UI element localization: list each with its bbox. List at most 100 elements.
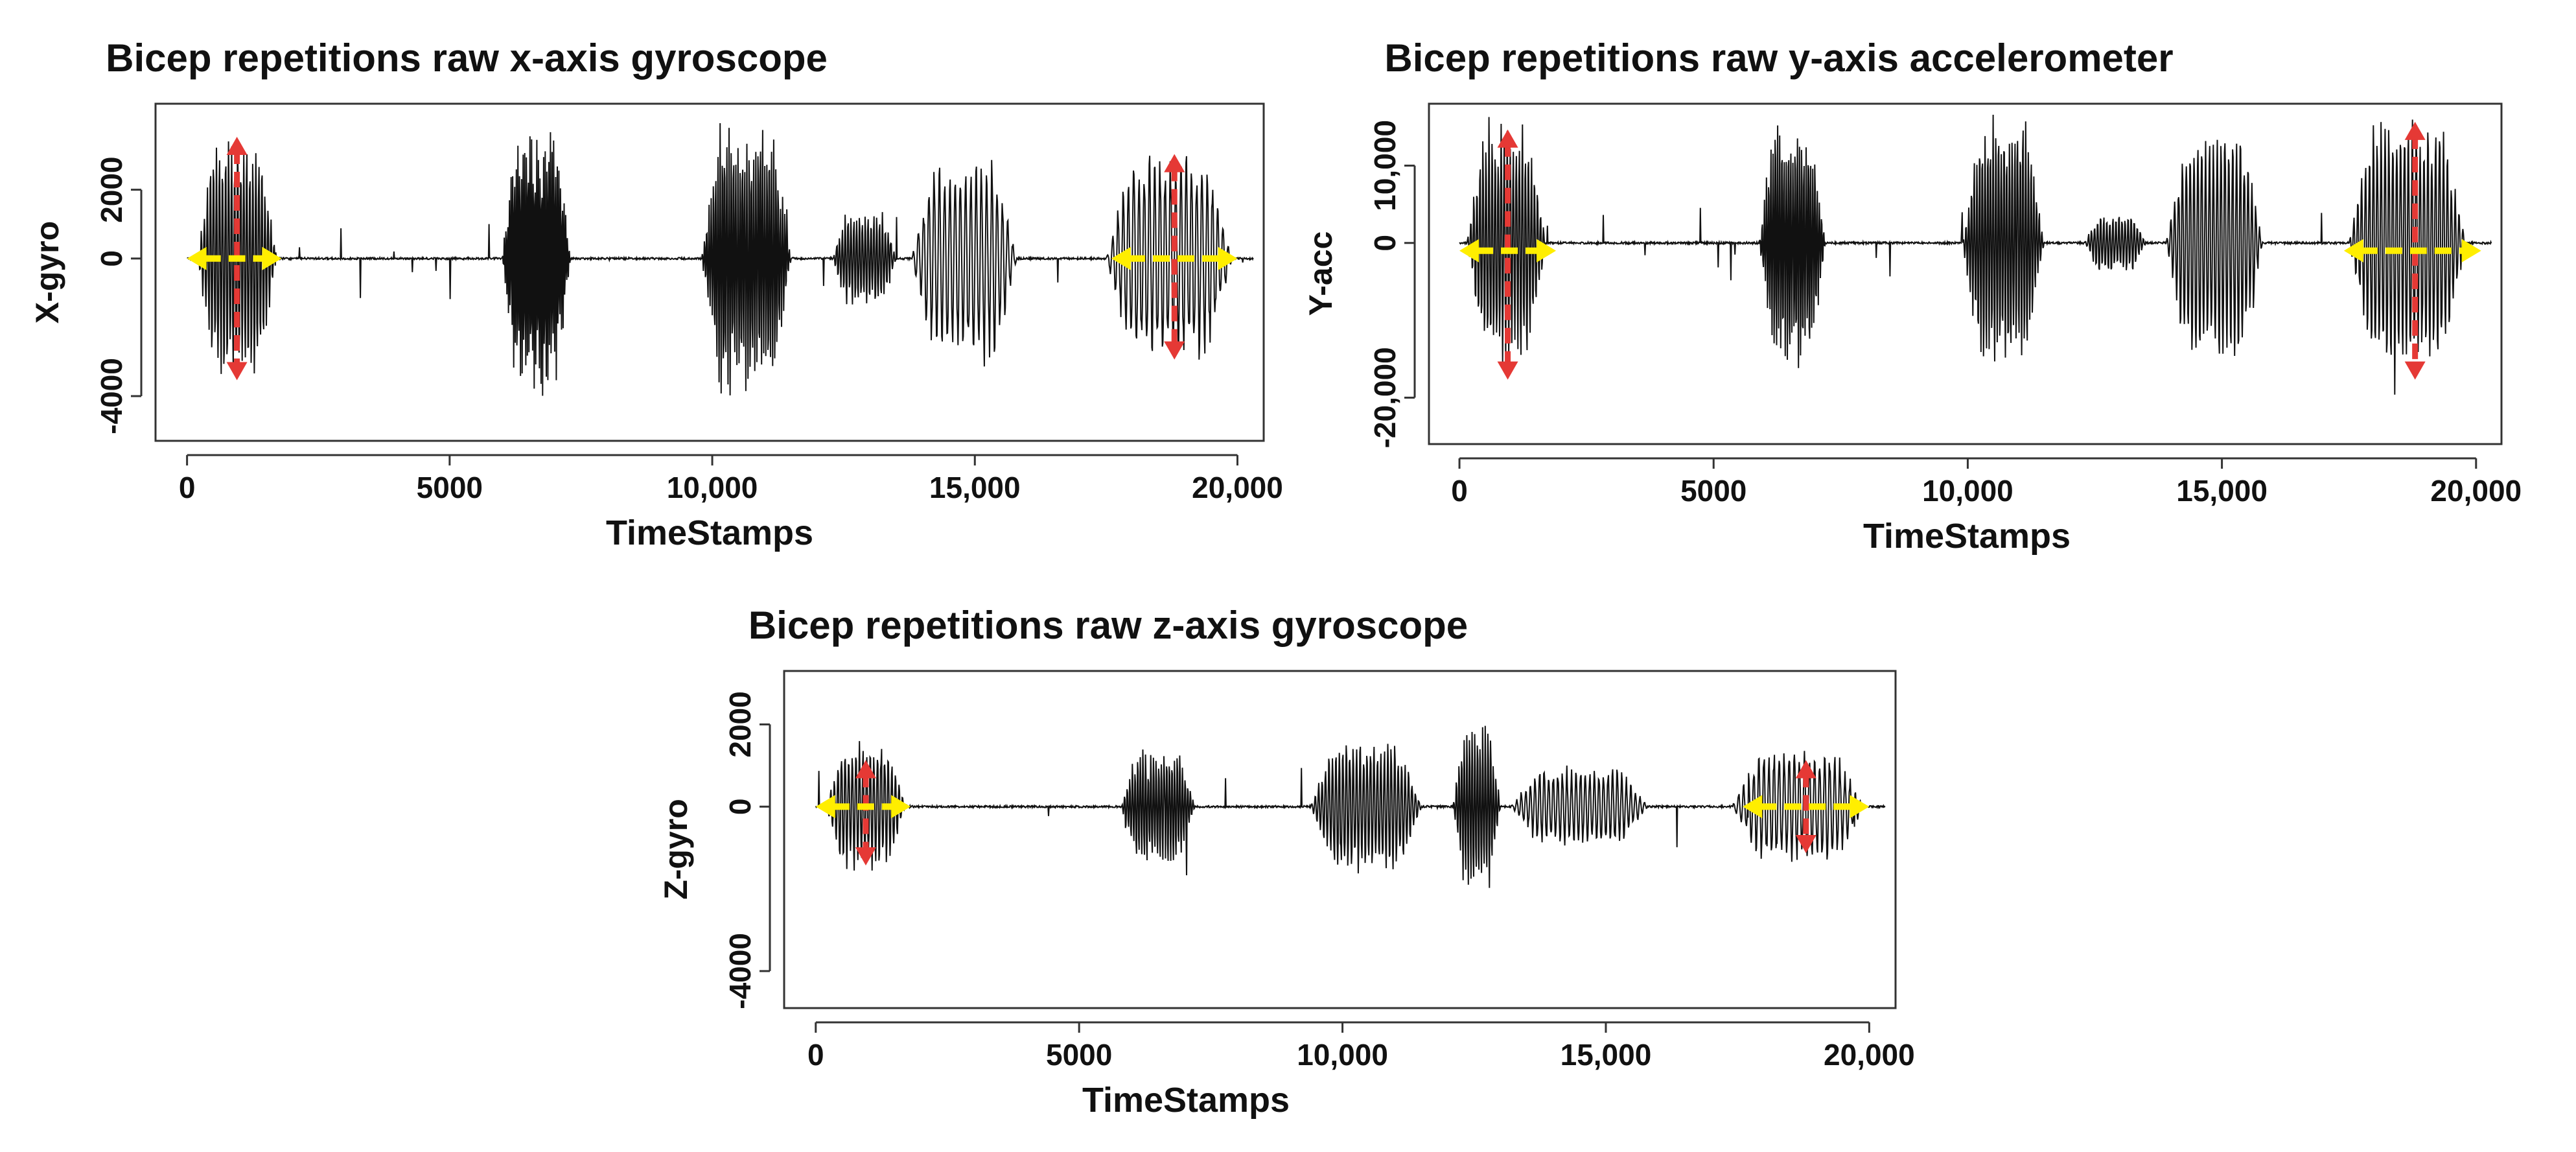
vertical-arrow-head-up bbox=[1795, 760, 1816, 779]
x-tick: 20,000 bbox=[1824, 1022, 1915, 1072]
chart-z-gyro: Bicep repetitions raw z-axis gyroscope 0… bbox=[658, 604, 1915, 1120]
x-tick-label: 5000 bbox=[1046, 1038, 1112, 1072]
y-tick-label: -4000 bbox=[723, 933, 757, 1009]
chart-title: Bicep repetitions raw x-axis gyroscope bbox=[106, 36, 828, 80]
x-tick: 10,000 bbox=[667, 455, 758, 504]
horizontal-arrow-head-left bbox=[1743, 795, 1763, 819]
vertical-arrow-head-down bbox=[2404, 361, 2426, 380]
x-tick: 15,000 bbox=[929, 455, 1021, 504]
chart-x-gyro: Bicep repetitions raw x-axis gyroscope 0… bbox=[29, 36, 1283, 552]
x-axis: 0 5000 10,000 15,000 20,000 TimeStamps bbox=[179, 454, 1283, 552]
x-tick-label: 0 bbox=[179, 471, 196, 504]
horizontal-arrow-head-left bbox=[815, 795, 835, 819]
plot-frame bbox=[1428, 102, 2503, 445]
y-tick: 0 bbox=[95, 250, 141, 267]
arrow-layer bbox=[1459, 121, 2481, 380]
y-tick: 10,000 bbox=[1368, 120, 1415, 211]
y-tick-label: 0 bbox=[95, 250, 128, 267]
y-tick: 2000 bbox=[723, 691, 770, 758]
x-tick: 0 bbox=[807, 1022, 824, 1072]
y-axis-label: Y-acc bbox=[1303, 231, 1339, 316]
x-tick-label: 20,000 bbox=[1824, 1038, 1915, 1072]
signal-trace bbox=[187, 123, 1254, 396]
x-tick: 5000 bbox=[1046, 1022, 1112, 1072]
vertical-arrow-head-up bbox=[1497, 129, 1518, 148]
vertical-arrow-head-down bbox=[1497, 361, 1518, 380]
x-axis-label: TimeStamps bbox=[1082, 1081, 1290, 1120]
x-tick-label: 5000 bbox=[1680, 474, 1746, 508]
vertical-arrow-head-up bbox=[226, 137, 248, 156]
x-tick: 0 bbox=[1451, 458, 1468, 508]
y-tick: -4000 bbox=[95, 358, 141, 434]
horizontal-arrow-head-right bbox=[2461, 239, 2481, 263]
x-tick-label: 10,000 bbox=[667, 471, 758, 504]
x-tick-label: 15,000 bbox=[929, 471, 1021, 504]
x-tick-label: 20,000 bbox=[2430, 474, 2522, 508]
vertical-arrow-head-down bbox=[855, 847, 876, 866]
x-tick: 5000 bbox=[417, 455, 483, 504]
chart-title: Bicep repetitions raw y-axis acceleromet… bbox=[1384, 36, 2173, 80]
y-tick-label: 0 bbox=[1368, 235, 1402, 252]
x-tick: 5000 bbox=[1680, 458, 1746, 508]
x-tick-label: 10,000 bbox=[1922, 474, 2013, 508]
y-tick-label: 2000 bbox=[95, 156, 128, 222]
signal-trace bbox=[815, 725, 1886, 888]
x-axis: 0 5000 10,000 15,000 20,000 TimeStamps bbox=[807, 1021, 1915, 1120]
x-tick-label: 15,000 bbox=[2176, 474, 2268, 508]
y-tick: 0 bbox=[1368, 235, 1415, 252]
y-tick: 0 bbox=[723, 798, 770, 815]
signal-trace bbox=[1459, 114, 2492, 395]
horizontal-arrow-head-right bbox=[262, 246, 282, 270]
x-tick-label: 5000 bbox=[417, 471, 483, 504]
x-tick: 0 bbox=[179, 455, 196, 504]
signal-layer bbox=[187, 123, 1254, 396]
y-axis: -4000 0 2000 X-gyro bbox=[29, 156, 143, 434]
x-tick-label: 15,000 bbox=[1561, 1038, 1652, 1072]
chart-y-acc: Bicep repetitions raw y-axis acceleromet… bbox=[1303, 36, 2522, 556]
y-axis: -20,000 0 10,000 Y-acc bbox=[1303, 120, 1416, 448]
x-tick: 15,000 bbox=[2176, 458, 2268, 508]
x-tick: 15,000 bbox=[1561, 1022, 1652, 1072]
signal-layer bbox=[815, 725, 1886, 888]
y-tick: 2000 bbox=[95, 156, 141, 223]
y-tick: -4000 bbox=[723, 933, 770, 1009]
y-tick: -20,000 bbox=[1368, 347, 1415, 448]
vertical-arrow-head-up bbox=[2404, 121, 2426, 140]
horizontal-arrow-head-left bbox=[2343, 239, 2363, 263]
x-tick: 10,000 bbox=[1297, 1022, 1388, 1072]
x-tick-label: 20,000 bbox=[1192, 471, 1283, 504]
chart-title: Bicep repetitions raw z-axis gyroscope bbox=[748, 604, 1468, 647]
vertical-arrow-head-up bbox=[855, 760, 876, 779]
vertical-arrow-head-down bbox=[1164, 341, 1185, 360]
x-tick: 10,000 bbox=[1922, 458, 2013, 508]
arrow-layer bbox=[187, 137, 1238, 381]
y-axis-label: Z-gyro bbox=[658, 799, 694, 900]
y-tick-label: -4000 bbox=[95, 358, 128, 434]
horizontal-arrow-head-left bbox=[1111, 246, 1131, 270]
vertical-arrow-head-up bbox=[1164, 154, 1185, 172]
x-axis-label: TimeStamps bbox=[1863, 517, 2071, 556]
horizontal-arrow-head-left bbox=[1459, 239, 1479, 263]
arrow-layer bbox=[815, 760, 1870, 866]
x-tick-label: 0 bbox=[1451, 474, 1468, 508]
horizontal-arrow-head-right bbox=[1850, 795, 1870, 819]
y-axis: -4000 0 2000 Z-gyro bbox=[658, 691, 771, 1009]
horizontal-arrow-head-right bbox=[891, 795, 911, 819]
horizontal-arrow-head-right bbox=[1537, 239, 1557, 263]
x-axis-label: TimeStamps bbox=[606, 513, 813, 552]
vertical-arrow-head-down bbox=[1795, 835, 1816, 854]
y-tick-label: 10,000 bbox=[1368, 120, 1402, 211]
vertical-arrow-head-down bbox=[226, 362, 248, 381]
x-tick-label: 0 bbox=[807, 1038, 824, 1072]
x-tick: 20,000 bbox=[2430, 458, 2522, 508]
x-tick: 20,000 bbox=[1192, 455, 1283, 504]
y-axis-label: X-gyro bbox=[29, 221, 65, 323]
signal-layer bbox=[1459, 114, 2492, 395]
x-axis: 0 5000 10,000 15,000 20,000 TimeStamps bbox=[1451, 457, 2522, 556]
y-tick-label: 0 bbox=[723, 798, 757, 815]
y-tick-label: -20,000 bbox=[1368, 347, 1402, 448]
y-tick-label: 2000 bbox=[723, 691, 757, 757]
horizontal-arrow-head-right bbox=[1218, 246, 1238, 270]
x-tick-label: 10,000 bbox=[1297, 1038, 1388, 1072]
